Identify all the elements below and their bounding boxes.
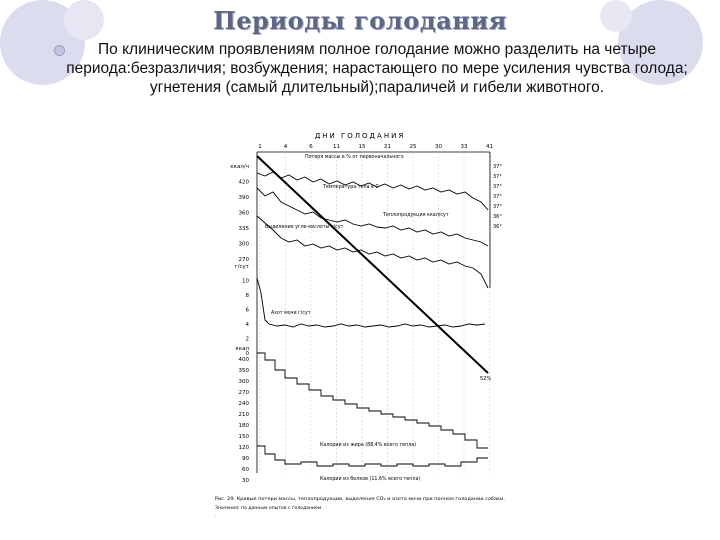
label-mass: Потеря массы в % от первоначального [305,154,404,160]
scale-tick-label: 30 [242,478,249,484]
protein-calories-curve [257,445,488,467]
end-percent: 52% [480,376,491,382]
scale-tick-label: ккал [235,346,249,352]
label-heat: Теплопродукция ккал/сут [382,212,449,218]
scale-tick-label: 90 [242,456,249,462]
scale-tick-label: 10 [242,279,249,285]
day-tick-label: 21 [384,144,391,150]
temp-scale-label: 37° [493,204,502,210]
figure-header: ДНИ ГОЛОДАНИЯ [315,132,405,140]
scale-tick-label: 180 [239,423,250,429]
label-nitrogen: Азот мочи г/сут [271,310,311,316]
scale-tick-label: 0 [246,351,250,357]
scale-tick-label: 270 [239,257,250,263]
scale-tick-label: 4 [246,322,250,328]
fat-calories-curve [257,352,488,449]
temp-scale-label: 37° [493,184,502,190]
figure-caption-2: Значения: по данным опытов с голоданием [215,505,322,511]
temp-scale-label: 37° [493,194,502,200]
scale-tick-label: г/сут [235,264,250,270]
day-ticks: 1 4 6 11 15 21 25 30 33 41 [258,144,493,150]
label-acid: Выделение угле-кислоты г/сут [265,224,344,230]
decor-circle-small-right [600,0,632,32]
label-fat: Калории из жира (88,4% всего тепла) [320,442,416,448]
day-tick-label: 4 [284,144,288,150]
temp-scale-label: 37° [493,174,502,180]
day-tick-label: 25 [410,144,417,150]
slide-title: Периоды голодания [213,6,507,35]
scale-tick-label: 240 [239,401,250,407]
day-tick-label: 30 [435,144,442,150]
label-protein: Калории из белков (11,6% всего тепла) [320,476,420,482]
scale-tick-label: 390 [239,195,250,201]
scale-tick-label: 60 [242,467,249,473]
scale-tick-label: 2 [246,337,250,343]
slide-body-text: По клиническим проявлениям полное голода… [66,41,688,96]
figure-caption: Рис. 29. Кривые потери массы, теплопроду… [215,496,505,502]
day-tick-label: 11 [333,144,340,150]
temp-scale-label: 36° [493,214,502,220]
scale-tick-label: 360 [239,211,250,217]
scale-tick-label: 210 [239,412,250,418]
scale-tick-label: 335 [239,226,250,232]
scale-tick-label: 420 [239,180,250,186]
scale-tick-label: ккал/ч [230,164,249,170]
day-tick-label: 33 [461,144,468,150]
decor-circle-right [618,0,703,85]
scale-tick-label: 8 [246,293,250,299]
scale-tick-label: 120 [239,445,250,451]
scale-tick-label: 300 [239,379,250,385]
heat-production-curve [256,187,489,247]
starvation-figure: ДНИ ГОЛОДАНИЯ 1 4 6 11 15 21 25 30 33 41 ккал/ч42… [215,132,505,520]
temp-scale-label: 36° [493,224,502,230]
day-tick-label: 15 [359,144,366,150]
bullet-icon [54,45,65,56]
scale-tick-label: 6 [246,308,250,314]
scale-tick-label: 150 [239,434,250,440]
day-tick-label: 41 [486,144,493,150]
day-tick-label: 6 [309,144,313,150]
co2-curve [256,215,489,289]
nitrogen-curve [256,277,486,328]
label-temp: Температура тела в С [322,184,379,190]
scale-tick-label: 300 [239,242,250,248]
scale-tick-label: 350 [239,368,250,374]
figure-caption-3: · [215,515,216,520]
temp-scale-label: 37° [493,164,502,170]
mass-loss-line [256,155,489,374]
decor-circle-small-left [64,0,104,40]
day-tick-label: 1 [258,144,262,150]
temperature-curve [256,171,489,211]
scale-tick-label: 270 [239,390,250,396]
scale-tick-label: 400 [239,357,250,363]
